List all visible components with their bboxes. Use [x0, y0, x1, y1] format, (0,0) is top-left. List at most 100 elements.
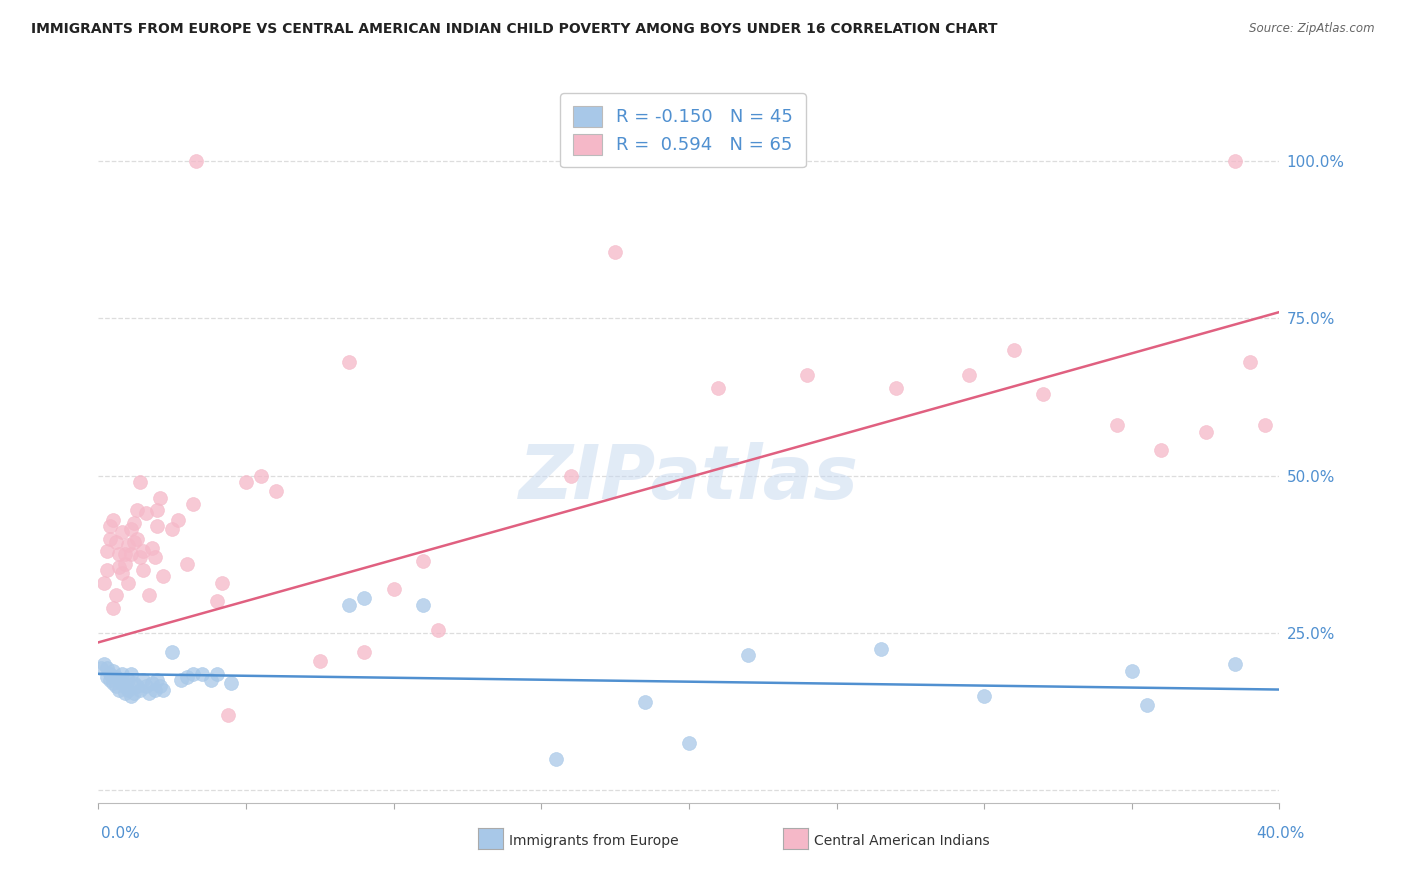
- Point: [132, 563, 155, 577]
- Point: [1032, 387, 1054, 401]
- Point: [98, 519, 121, 533]
- Point: [96, 563, 118, 577]
- Text: 40.0%: 40.0%: [1257, 827, 1305, 841]
- Point: [117, 682, 139, 697]
- Point: [120, 547, 142, 561]
- Point: [114, 547, 136, 561]
- Point: [162, 645, 183, 659]
- Point: [132, 673, 155, 687]
- Point: [1136, 698, 1159, 713]
- Point: [114, 680, 136, 694]
- Point: [105, 680, 128, 694]
- Point: [146, 503, 169, 517]
- Point: [309, 654, 332, 668]
- Point: [122, 516, 145, 530]
- Text: Source: ZipAtlas.com: Source: ZipAtlas.com: [1250, 22, 1375, 36]
- Point: [128, 550, 150, 565]
- Point: [111, 566, 134, 581]
- Text: 0.0%: 0.0%: [101, 827, 141, 841]
- Point: [122, 686, 145, 700]
- Point: [1225, 154, 1247, 169]
- Point: [111, 666, 134, 681]
- Point: [427, 623, 450, 637]
- Point: [103, 513, 125, 527]
- Point: [146, 519, 169, 533]
- Point: [737, 648, 759, 662]
- Point: [707, 380, 730, 394]
- Point: [128, 475, 150, 489]
- Point: [93, 657, 115, 672]
- Point: [205, 594, 228, 608]
- Point: [412, 598, 434, 612]
- Text: Central American Indians: Central American Indians: [814, 834, 990, 848]
- Point: [105, 534, 128, 549]
- Point: [382, 582, 405, 596]
- Point: [412, 553, 434, 567]
- Point: [120, 666, 142, 681]
- Point: [114, 557, 136, 571]
- Point: [870, 641, 893, 656]
- Point: [132, 544, 155, 558]
- Point: [93, 575, 115, 590]
- Point: [221, 676, 243, 690]
- Point: [1002, 343, 1025, 357]
- Point: [117, 673, 139, 687]
- Point: [152, 682, 174, 697]
- Point: [546, 752, 568, 766]
- Point: [117, 538, 139, 552]
- Point: [1195, 425, 1218, 439]
- Point: [560, 468, 582, 483]
- Point: [1225, 657, 1247, 672]
- Point: [235, 475, 257, 489]
- Point: [122, 534, 145, 549]
- Text: IMMIGRANTS FROM EUROPE VS CENTRAL AMERICAN INDIAN CHILD POVERTY AMONG BOYS UNDER: IMMIGRANTS FROM EUROPE VS CENTRAL AMERIC…: [31, 22, 997, 37]
- Point: [146, 673, 169, 687]
- Point: [141, 676, 163, 690]
- Point: [152, 569, 174, 583]
- Point: [205, 666, 228, 681]
- Point: [117, 575, 139, 590]
- Point: [211, 575, 233, 590]
- Point: [125, 532, 148, 546]
- Point: [162, 522, 183, 536]
- Point: [105, 588, 128, 602]
- Point: [176, 557, 198, 571]
- Point: [103, 676, 125, 690]
- Point: [108, 547, 131, 561]
- Point: [1239, 355, 1261, 369]
- Point: [108, 673, 131, 687]
- Point: [181, 666, 204, 681]
- Point: [634, 695, 657, 709]
- Point: [103, 664, 125, 678]
- Point: [170, 673, 193, 687]
- Point: [339, 355, 361, 369]
- Point: [108, 682, 131, 697]
- Point: [217, 707, 239, 722]
- Point: [264, 484, 287, 499]
- Point: [191, 666, 214, 681]
- Point: [111, 525, 134, 540]
- Point: [1107, 418, 1129, 433]
- Point: [184, 154, 207, 169]
- Point: [200, 673, 222, 687]
- Point: [128, 682, 150, 697]
- Point: [1121, 664, 1143, 678]
- Point: [339, 598, 361, 612]
- Point: [138, 686, 160, 700]
- Point: [181, 497, 204, 511]
- Point: [135, 507, 157, 521]
- Point: [1254, 418, 1277, 433]
- Point: [353, 645, 375, 659]
- Point: [96, 660, 118, 674]
- Point: [125, 680, 148, 694]
- Point: [125, 503, 148, 517]
- Point: [105, 670, 128, 684]
- Point: [98, 673, 121, 687]
- Point: [90, 660, 112, 674]
- Text: ZIPatlas: ZIPatlas: [519, 442, 859, 516]
- Point: [250, 468, 273, 483]
- Point: [884, 380, 907, 394]
- Text: Immigrants from Europe: Immigrants from Europe: [509, 834, 679, 848]
- Point: [111, 676, 134, 690]
- Point: [122, 676, 145, 690]
